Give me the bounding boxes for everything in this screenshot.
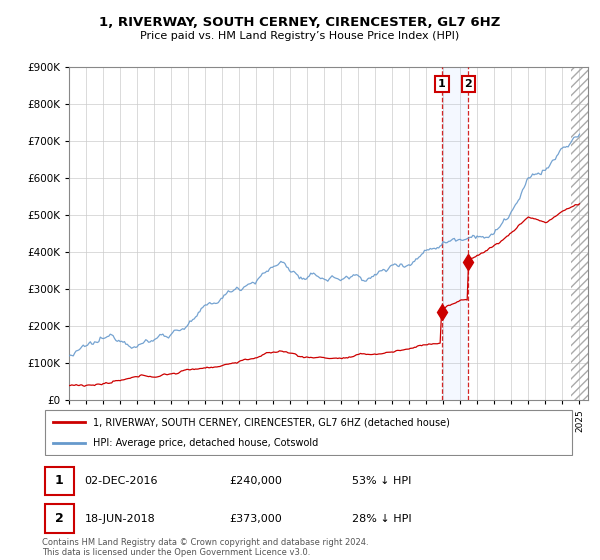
Text: £240,000: £240,000 (229, 476, 282, 486)
Text: HPI: Average price, detached house, Cotswold: HPI: Average price, detached house, Cots… (93, 438, 318, 448)
FancyBboxPatch shape (44, 505, 74, 533)
Text: 2: 2 (55, 512, 64, 525)
Bar (571, 67, 588, 400)
Text: 28% ↓ HPI: 28% ↓ HPI (352, 514, 412, 524)
Text: 2: 2 (464, 79, 472, 89)
Bar (442, 67, 468, 400)
Text: Price paid vs. HM Land Registry’s House Price Index (HPI): Price paid vs. HM Land Registry’s House … (140, 31, 460, 41)
FancyBboxPatch shape (44, 466, 74, 495)
Text: 18-JUN-2018: 18-JUN-2018 (85, 514, 155, 524)
FancyBboxPatch shape (44, 410, 572, 455)
Text: 53% ↓ HPI: 53% ↓ HPI (352, 476, 411, 486)
Text: 02-DEC-2016: 02-DEC-2016 (85, 476, 158, 486)
Text: 1, RIVERWAY, SOUTH CERNEY, CIRENCESTER, GL7 6HZ (detached house): 1, RIVERWAY, SOUTH CERNEY, CIRENCESTER, … (93, 417, 449, 427)
Text: 1: 1 (55, 474, 64, 487)
Text: Contains HM Land Registry data © Crown copyright and database right 2024.
This d: Contains HM Land Registry data © Crown c… (42, 538, 368, 557)
Text: 1: 1 (438, 79, 446, 89)
Text: £373,000: £373,000 (229, 514, 281, 524)
Text: 1, RIVERWAY, SOUTH CERNEY, CIRENCESTER, GL7 6HZ: 1, RIVERWAY, SOUTH CERNEY, CIRENCESTER, … (100, 16, 500, 29)
